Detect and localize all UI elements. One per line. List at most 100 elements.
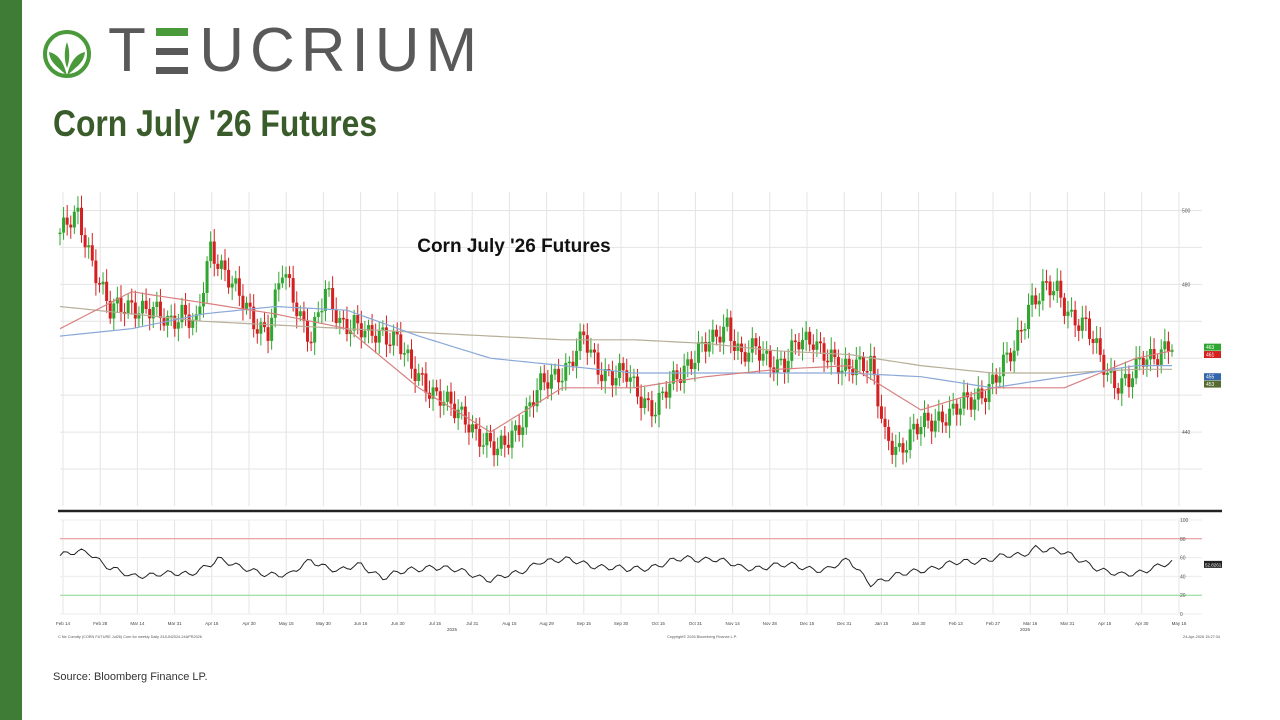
candle-body bbox=[1012, 350, 1016, 362]
candle-body bbox=[836, 357, 840, 374]
candle-body bbox=[1138, 357, 1142, 360]
candle-body bbox=[718, 336, 722, 343]
candle bbox=[908, 416, 912, 459]
candle-body bbox=[621, 363, 625, 371]
candle-body bbox=[840, 370, 844, 374]
candle-body bbox=[801, 339, 805, 350]
candle-body bbox=[366, 325, 370, 331]
chart-footer-right: 24-Apr-2026 15:27:34 bbox=[1183, 635, 1220, 639]
candle-body bbox=[582, 331, 586, 336]
candle-body bbox=[862, 356, 866, 372]
candle-body bbox=[1105, 372, 1109, 375]
candle-body bbox=[535, 390, 539, 407]
candle-body bbox=[783, 358, 787, 373]
candle-body bbox=[847, 358, 851, 369]
corn-futures-chart: Corn July '26 Futures5004804404634614554… bbox=[56, 192, 1222, 639]
candle bbox=[248, 293, 252, 320]
candle-body bbox=[431, 387, 435, 399]
candle bbox=[1066, 300, 1070, 329]
candle bbox=[528, 395, 532, 417]
candle-body bbox=[700, 341, 704, 344]
candle-body bbox=[704, 341, 708, 352]
x-tick-label: Feb 13 bbox=[949, 621, 964, 626]
candle bbox=[237, 266, 241, 307]
candle-body bbox=[471, 424, 475, 433]
candle bbox=[564, 353, 568, 391]
candle bbox=[980, 380, 984, 405]
candle bbox=[876, 368, 880, 419]
candle-body bbox=[714, 329, 718, 337]
candle bbox=[323, 280, 327, 322]
candle-body bbox=[288, 274, 292, 279]
candle bbox=[951, 392, 955, 416]
candle-body bbox=[951, 403, 955, 409]
candle bbox=[535, 378, 539, 413]
candle-body bbox=[438, 391, 442, 406]
candle bbox=[765, 341, 769, 366]
candle-body bbox=[966, 392, 970, 398]
candle bbox=[948, 396, 952, 439]
candle bbox=[506, 432, 510, 455]
candle bbox=[460, 402, 464, 420]
source-note: Source: Bloomberg Finance LP. bbox=[53, 671, 208, 683]
candle bbox=[316, 301, 320, 323]
candle-body bbox=[341, 317, 345, 320]
x-tick-label: Mar 31 bbox=[1060, 621, 1075, 626]
candle-body bbox=[503, 435, 507, 445]
candle bbox=[976, 376, 980, 411]
candle bbox=[273, 283, 277, 328]
candle-body bbox=[101, 281, 105, 285]
candle-body bbox=[402, 353, 406, 355]
candle bbox=[829, 337, 833, 375]
candle bbox=[191, 313, 195, 336]
candle-body bbox=[757, 346, 761, 361]
candle-body bbox=[209, 241, 213, 262]
x-tick-label: Feb 14 bbox=[56, 621, 71, 626]
candle bbox=[1145, 350, 1149, 377]
x-tick-label: May 15 bbox=[279, 621, 294, 626]
candle-body bbox=[234, 278, 238, 284]
candle bbox=[854, 347, 858, 386]
candle-body bbox=[779, 358, 783, 361]
x-tick-label: Mar 16 bbox=[1023, 621, 1038, 626]
candle bbox=[431, 379, 435, 411]
candle-body bbox=[600, 374, 604, 382]
candle-body bbox=[664, 391, 668, 398]
candle-body bbox=[811, 344, 815, 350]
candle-body bbox=[302, 311, 306, 321]
candle bbox=[1019, 320, 1023, 343]
candle bbox=[783, 351, 787, 384]
x-tick-label: Sep 15 bbox=[577, 621, 592, 626]
y-tick-label: 440 bbox=[1182, 430, 1191, 436]
candle-body bbox=[488, 432, 492, 442]
candle-body bbox=[693, 362, 697, 370]
indicator-y-label: 100 bbox=[1180, 518, 1189, 524]
candle-body bbox=[298, 311, 302, 317]
candle bbox=[130, 288, 134, 315]
candle bbox=[571, 350, 575, 371]
candle-body bbox=[245, 302, 249, 309]
candle bbox=[747, 340, 751, 374]
x-tick-label: Jun 30 bbox=[391, 621, 405, 626]
candle bbox=[510, 420, 514, 459]
candle-body bbox=[991, 374, 995, 384]
candle-body bbox=[499, 435, 503, 449]
candle bbox=[969, 391, 973, 418]
candle-body bbox=[585, 335, 589, 353]
candle-body bbox=[897, 443, 901, 447]
candle-body bbox=[636, 376, 640, 397]
candle-body bbox=[456, 409, 460, 419]
candle bbox=[176, 313, 180, 342]
candle-body bbox=[227, 269, 231, 288]
candle bbox=[445, 385, 449, 411]
candle-body bbox=[614, 378, 618, 386]
candle-body bbox=[808, 331, 812, 345]
x-tick-label: Apr 30 bbox=[1135, 621, 1149, 626]
candle bbox=[435, 379, 439, 396]
candle bbox=[255, 318, 259, 344]
candle bbox=[646, 392, 650, 412]
candle bbox=[614, 365, 618, 396]
x-tick-label: Feb 27 bbox=[986, 621, 1001, 626]
candle-body bbox=[790, 340, 794, 361]
candle bbox=[101, 272, 105, 295]
